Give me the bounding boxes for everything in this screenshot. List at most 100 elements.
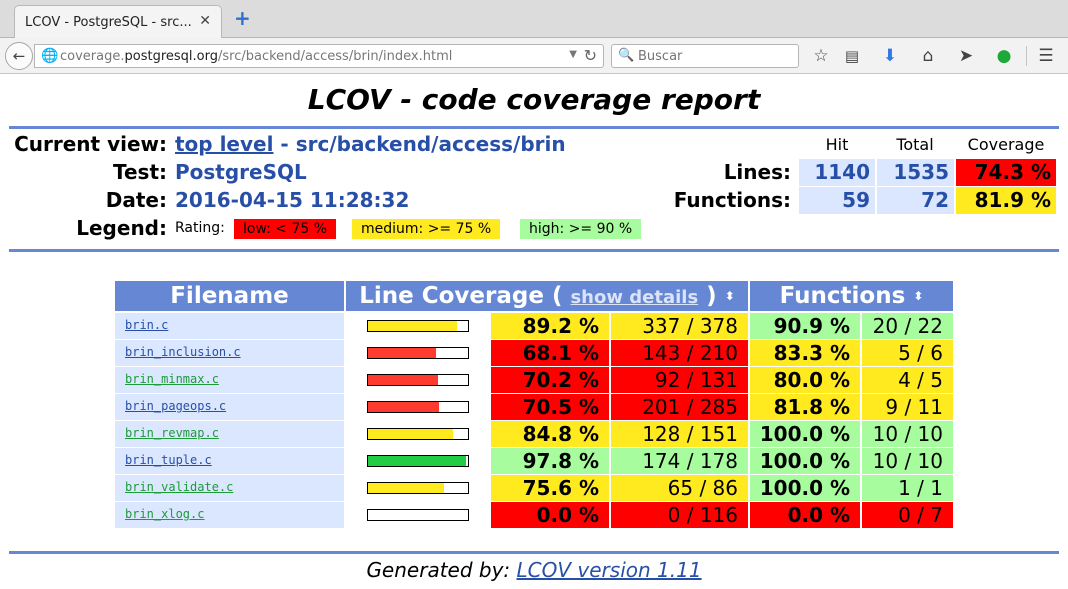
toolbar-separator — [1026, 46, 1027, 66]
function-coverage-percent: 90.9 % — [750, 313, 860, 339]
close-icon[interactable]: ✕ — [199, 13, 211, 29]
tab-lcov[interactable]: LCOV - PostgreSQL - src... ✕ — [14, 5, 222, 38]
functions-hit: 59 — [799, 187, 875, 214]
bookmark-star-icon[interactable]: ☆ — [813, 46, 829, 66]
coverage-bar — [367, 509, 469, 521]
column-header-filename[interactable]: Filename — [115, 281, 344, 311]
line-coverage-percent: 0.0 % — [491, 502, 609, 528]
file-link[interactable]: brin_minmax.c — [125, 372, 219, 386]
filename-cell: brin_revmap.c — [115, 421, 344, 447]
summary-head-coverage: Coverage — [967, 135, 1045, 154]
file-link[interactable]: brin_revmap.c — [125, 426, 219, 440]
lines-label: Lines: — [723, 160, 791, 184]
coverage-bar-fill — [368, 483, 444, 493]
url-bar[interactable]: 🌐 coverage.postgresql.org/src/backend/ac… — [34, 44, 604, 68]
file-link[interactable]: brin_inclusion.c — [125, 345, 241, 359]
file-link[interactable]: brin_xlog.c — [125, 507, 205, 521]
url-text[interactable]: coverage.postgresql.org/src/backend/acce… — [60, 49, 452, 64]
table-row: brin_inclusion.c 68.1 % 143 / 210 83.3 % 5 /… — [115, 340, 953, 367]
functions-label: Functions: — [673, 188, 791, 212]
line-coverage-fraction: 174 / 178 — [611, 448, 748, 474]
show-details-link[interactable]: show details — [570, 287, 699, 308]
function-coverage-percent: 0.0 % — [750, 502, 860, 528]
functions-coverage: 81.9 % — [956, 187, 1056, 214]
function-coverage-percent: 100.0 % — [750, 421, 860, 447]
function-coverage-percent: 83.3 % — [750, 340, 860, 366]
function-coverage-fraction: 1 / 1 — [862, 475, 953, 501]
reload-icon[interactable]: ↻ — [583, 46, 597, 65]
legend-label: Legend: — [76, 216, 167, 240]
coverage-bar-fill — [368, 402, 439, 412]
top-level-link[interactable]: top level — [175, 132, 274, 156]
extension-icon[interactable]: ● — [996, 46, 1012, 66]
home-icon[interactable]: ⌂ — [922, 46, 934, 66]
functions-total: 72 — [877, 187, 954, 214]
filename-cell: brin_inclusion.c — [115, 340, 344, 366]
lcov-version-link[interactable]: LCOV version 1.11 — [516, 558, 702, 582]
functions-header-label: Functions — [779, 283, 906, 309]
function-coverage-fraction: 0 / 7 — [862, 502, 953, 528]
back-button[interactable]: ← — [5, 42, 33, 70]
lines-total: 1535 — [877, 159, 954, 186]
filename-cell: brin.c — [115, 313, 344, 339]
line-coverage-percent: 84.8 % — [491, 421, 609, 447]
tab-bar: LCOV - PostgreSQL - src... ✕ + — [0, 0, 1068, 38]
file-link[interactable]: brin_validate.c — [125, 480, 234, 494]
reading-list-icon[interactable]: ▤ — [844, 47, 860, 65]
coverage-bar — [367, 374, 469, 386]
table-row: brin_tuple.c 97.8 % 174 / 178 100.0 % 10 / 1… — [115, 448, 953, 475]
file-link[interactable]: brin_pageops.c — [125, 399, 227, 413]
menu-icon[interactable]: ☰ — [1038, 46, 1054, 66]
current-view-value: top level - src/backend/access/brin — [175, 132, 566, 156]
download-icon[interactable]: ⬇ — [882, 46, 898, 66]
date-label: Date: — [105, 188, 167, 212]
filename-cell: brin_xlog.c — [115, 502, 344, 528]
page-title: LCOV - code coverage report — [307, 83, 761, 116]
new-tab-icon[interactable]: + — [234, 6, 251, 30]
column-header-functions[interactable]: Functions ⬍ — [750, 281, 953, 311]
function-coverage-percent: 100.0 % — [750, 448, 860, 474]
sort-icon[interactable]: ⬍ — [913, 289, 924, 303]
coverage-bar — [367, 401, 469, 413]
url-host: postgresql.org — [124, 49, 218, 64]
coverage-bar-cell — [346, 367, 489, 393]
function-coverage-fraction: 9 / 11 — [862, 394, 953, 420]
function-coverage-fraction: 4 / 5 — [862, 367, 953, 393]
search-input[interactable] — [636, 47, 792, 65]
summary-head-total: Total — [896, 135, 934, 154]
dropdown-icon[interactable]: ▼ — [569, 49, 577, 60]
line-coverage-fraction: 0 / 116 — [611, 502, 748, 528]
sort-icon[interactable]: ⬍ — [724, 289, 735, 303]
rating-label: Rating: — [175, 220, 225, 236]
lines-coverage: 74.3 % — [956, 159, 1056, 186]
search-icon: 🔍 — [618, 48, 635, 63]
filename-cell: brin_validate.c — [115, 475, 344, 501]
table-row: brin_validate.c 75.6 % 65 / 86 100.0 % 1 / 1 — [115, 475, 953, 502]
table-row: brin_xlog.c 0.0 % 0 / 116 0.0 % 0 / 7 — [115, 502, 953, 529]
file-link[interactable]: brin_tuple.c — [125, 453, 212, 467]
filename-cell: brin_pageops.c — [115, 394, 344, 420]
line-coverage-percent: 97.8 % — [491, 448, 609, 474]
table-row: brin_pageops.c 70.5 % 201 / 285 81.8 % 9 / 1… — [115, 394, 953, 421]
coverage-bar — [367, 320, 469, 332]
current-view-path: - src/backend/access/brin — [273, 132, 566, 156]
coverage-bar-fill — [368, 321, 458, 331]
search-bar[interactable]: 🔍 — [611, 44, 799, 68]
column-header-line-coverage[interactable]: Line Coverage ( show details ) ⬍ — [346, 281, 748, 311]
date-value: 2016-04-15 11:28:32 — [175, 188, 410, 212]
send-icon[interactable]: ➤ — [958, 46, 974, 66]
line-coverage-percent: 70.5 % — [491, 394, 609, 420]
test-label: Test: — [112, 160, 167, 184]
coverage-bar-fill — [368, 375, 439, 385]
table-row: brin_minmax.c 70.2 % 92 / 131 80.0 % 4 / 5 — [115, 367, 953, 394]
page-content: LCOV - code coverage report Current view… — [0, 75, 1068, 589]
divider-middle — [9, 249, 1059, 252]
coverage-bar-fill — [368, 348, 437, 358]
function-coverage-fraction: 20 / 22 — [862, 313, 953, 339]
tab-title: LCOV - PostgreSQL - src... — [25, 15, 192, 30]
divider-top — [9, 126, 1059, 129]
function-coverage-percent: 81.8 % — [750, 394, 860, 420]
file-link[interactable]: brin.c — [125, 318, 169, 332]
line-coverage-fraction: 92 / 131 — [611, 367, 748, 393]
test-value: PostgreSQL — [175, 160, 307, 184]
